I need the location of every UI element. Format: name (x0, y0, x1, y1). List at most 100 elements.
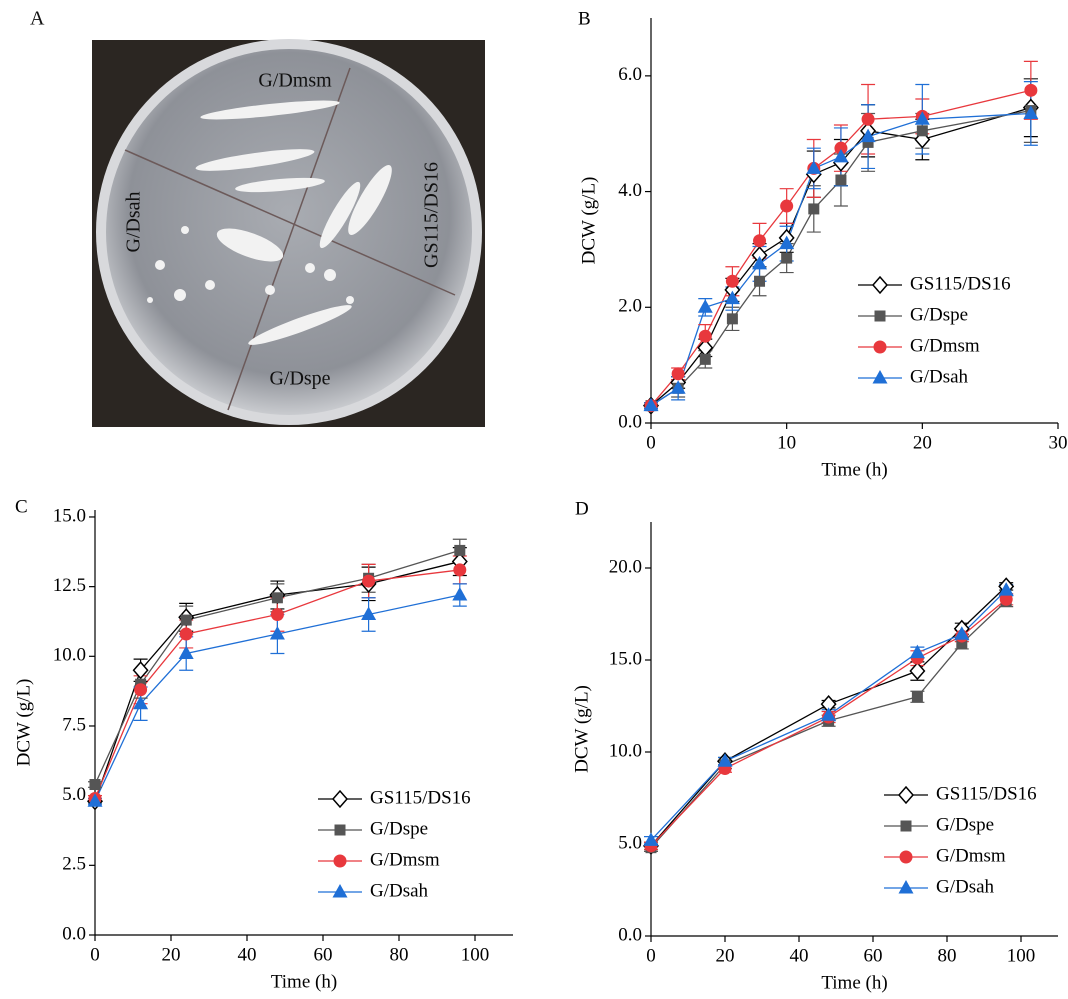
legend-label: G/Dmsm (370, 849, 440, 870)
x-tick-label: 100 (1007, 945, 1036, 966)
marker (860, 128, 876, 143)
marker (833, 148, 849, 163)
marker (724, 290, 740, 305)
y-tick-label: 15.0 (609, 648, 642, 669)
marker (911, 691, 923, 703)
marker (754, 275, 766, 287)
x-tick-label: 80 (938, 945, 957, 966)
marker (179, 627, 193, 641)
x-tick-label: 100 (461, 944, 490, 965)
marker (670, 380, 686, 394)
marker (752, 255, 768, 270)
x-tick-label: 40 (790, 945, 809, 966)
marker (909, 644, 925, 659)
marker (1024, 83, 1038, 97)
panel-label: A (30, 8, 45, 30)
legend-marker (898, 785, 914, 805)
y-axis-title: DCW (g/L) (571, 685, 592, 773)
x-tick-label: 40 (238, 944, 257, 965)
y-tick-label: 6.0 (618, 64, 642, 85)
marker (956, 637, 968, 649)
marker (452, 587, 468, 601)
series-line (94, 549, 460, 785)
marker (780, 199, 794, 213)
chart: D 0.0 5.0 10.0 15.0 20.0 0 20 40 60 80 100 Time (h) D… (571, 498, 1058, 993)
marker (781, 252, 793, 264)
marker (916, 125, 928, 137)
x-tick-label: 0 (646, 945, 656, 966)
marker (453, 563, 467, 577)
x-tick-label: 80 (390, 944, 409, 965)
marker (717, 753, 733, 767)
marker (808, 203, 820, 215)
panel-label: D (575, 498, 589, 519)
y-tick-label: 12.5 (53, 575, 86, 596)
colonies (147, 100, 392, 345)
marker (998, 582, 1014, 596)
legend-marker (332, 884, 348, 898)
dish (106, 49, 472, 415)
series-line (94, 594, 460, 802)
marker (861, 112, 875, 126)
legend-marker (899, 850, 913, 864)
marker (806, 160, 822, 174)
x-axis-title: Time (h) (821, 459, 887, 480)
series-line (650, 598, 1007, 847)
y-tick-label: 0.0 (618, 924, 642, 945)
legend-marker (874, 310, 886, 322)
legend-marker (332, 789, 348, 809)
x-axis-title: Time (h) (821, 972, 887, 993)
legend-marker (872, 275, 888, 295)
y-tick-label: 10.0 (609, 740, 642, 761)
marker (999, 592, 1013, 606)
legend-label: GS115/DS16 (936, 783, 1037, 804)
legend-marker (873, 340, 887, 354)
marker (835, 174, 847, 186)
y-tick-label: 5.0 (62, 784, 86, 805)
legend-marker (872, 370, 888, 384)
series-line (650, 600, 1007, 849)
marker (697, 299, 713, 313)
marker (89, 779, 101, 791)
legend-label: G/Dspe (370, 818, 428, 839)
plate-photo: A G/Dmsm GS115/DS16 G/Dsah G/Dspe (30, 8, 485, 427)
marker (699, 353, 711, 365)
legend-marker (898, 880, 914, 894)
legend-marker (334, 824, 346, 836)
y-tick-label: 7.5 (62, 714, 86, 735)
x-tick-label: 0 (90, 944, 100, 965)
marker (361, 606, 377, 621)
marker (454, 544, 466, 556)
marker (180, 614, 192, 626)
y-axis-title: DCW (g/L) (578, 177, 599, 265)
legend-marker (333, 854, 347, 868)
marker (270, 608, 284, 622)
strain-label: GS115/DS16 (421, 162, 443, 268)
marker (753, 234, 767, 248)
marker (779, 235, 795, 250)
marker (1023, 105, 1039, 119)
marker (134, 683, 148, 697)
marker (362, 574, 376, 588)
panel-label: C (15, 496, 28, 517)
y-tick-label: 4.0 (618, 180, 642, 201)
marker (725, 274, 739, 288)
y-tick-label: 15.0 (53, 505, 86, 526)
legend-label: G/Dspe (936, 814, 994, 835)
legend-label: G/Dsah (910, 366, 969, 387)
divider (227, 67, 351, 411)
legend-label: G/Dmsm (910, 335, 980, 356)
series-line (94, 569, 460, 799)
y-tick-label: 0.0 (62, 923, 86, 944)
marker (834, 141, 848, 155)
marker (271, 592, 283, 604)
series-line (650, 589, 1007, 841)
x-tick-label: 60 (864, 945, 883, 966)
legend-label: G/Dsah (936, 876, 995, 897)
strain-label: G/Dmsm (258, 70, 332, 92)
marker (862, 136, 874, 148)
y-tick-label: 20.0 (609, 556, 642, 577)
x-tick-label: 20 (162, 944, 181, 965)
marker (909, 661, 926, 681)
